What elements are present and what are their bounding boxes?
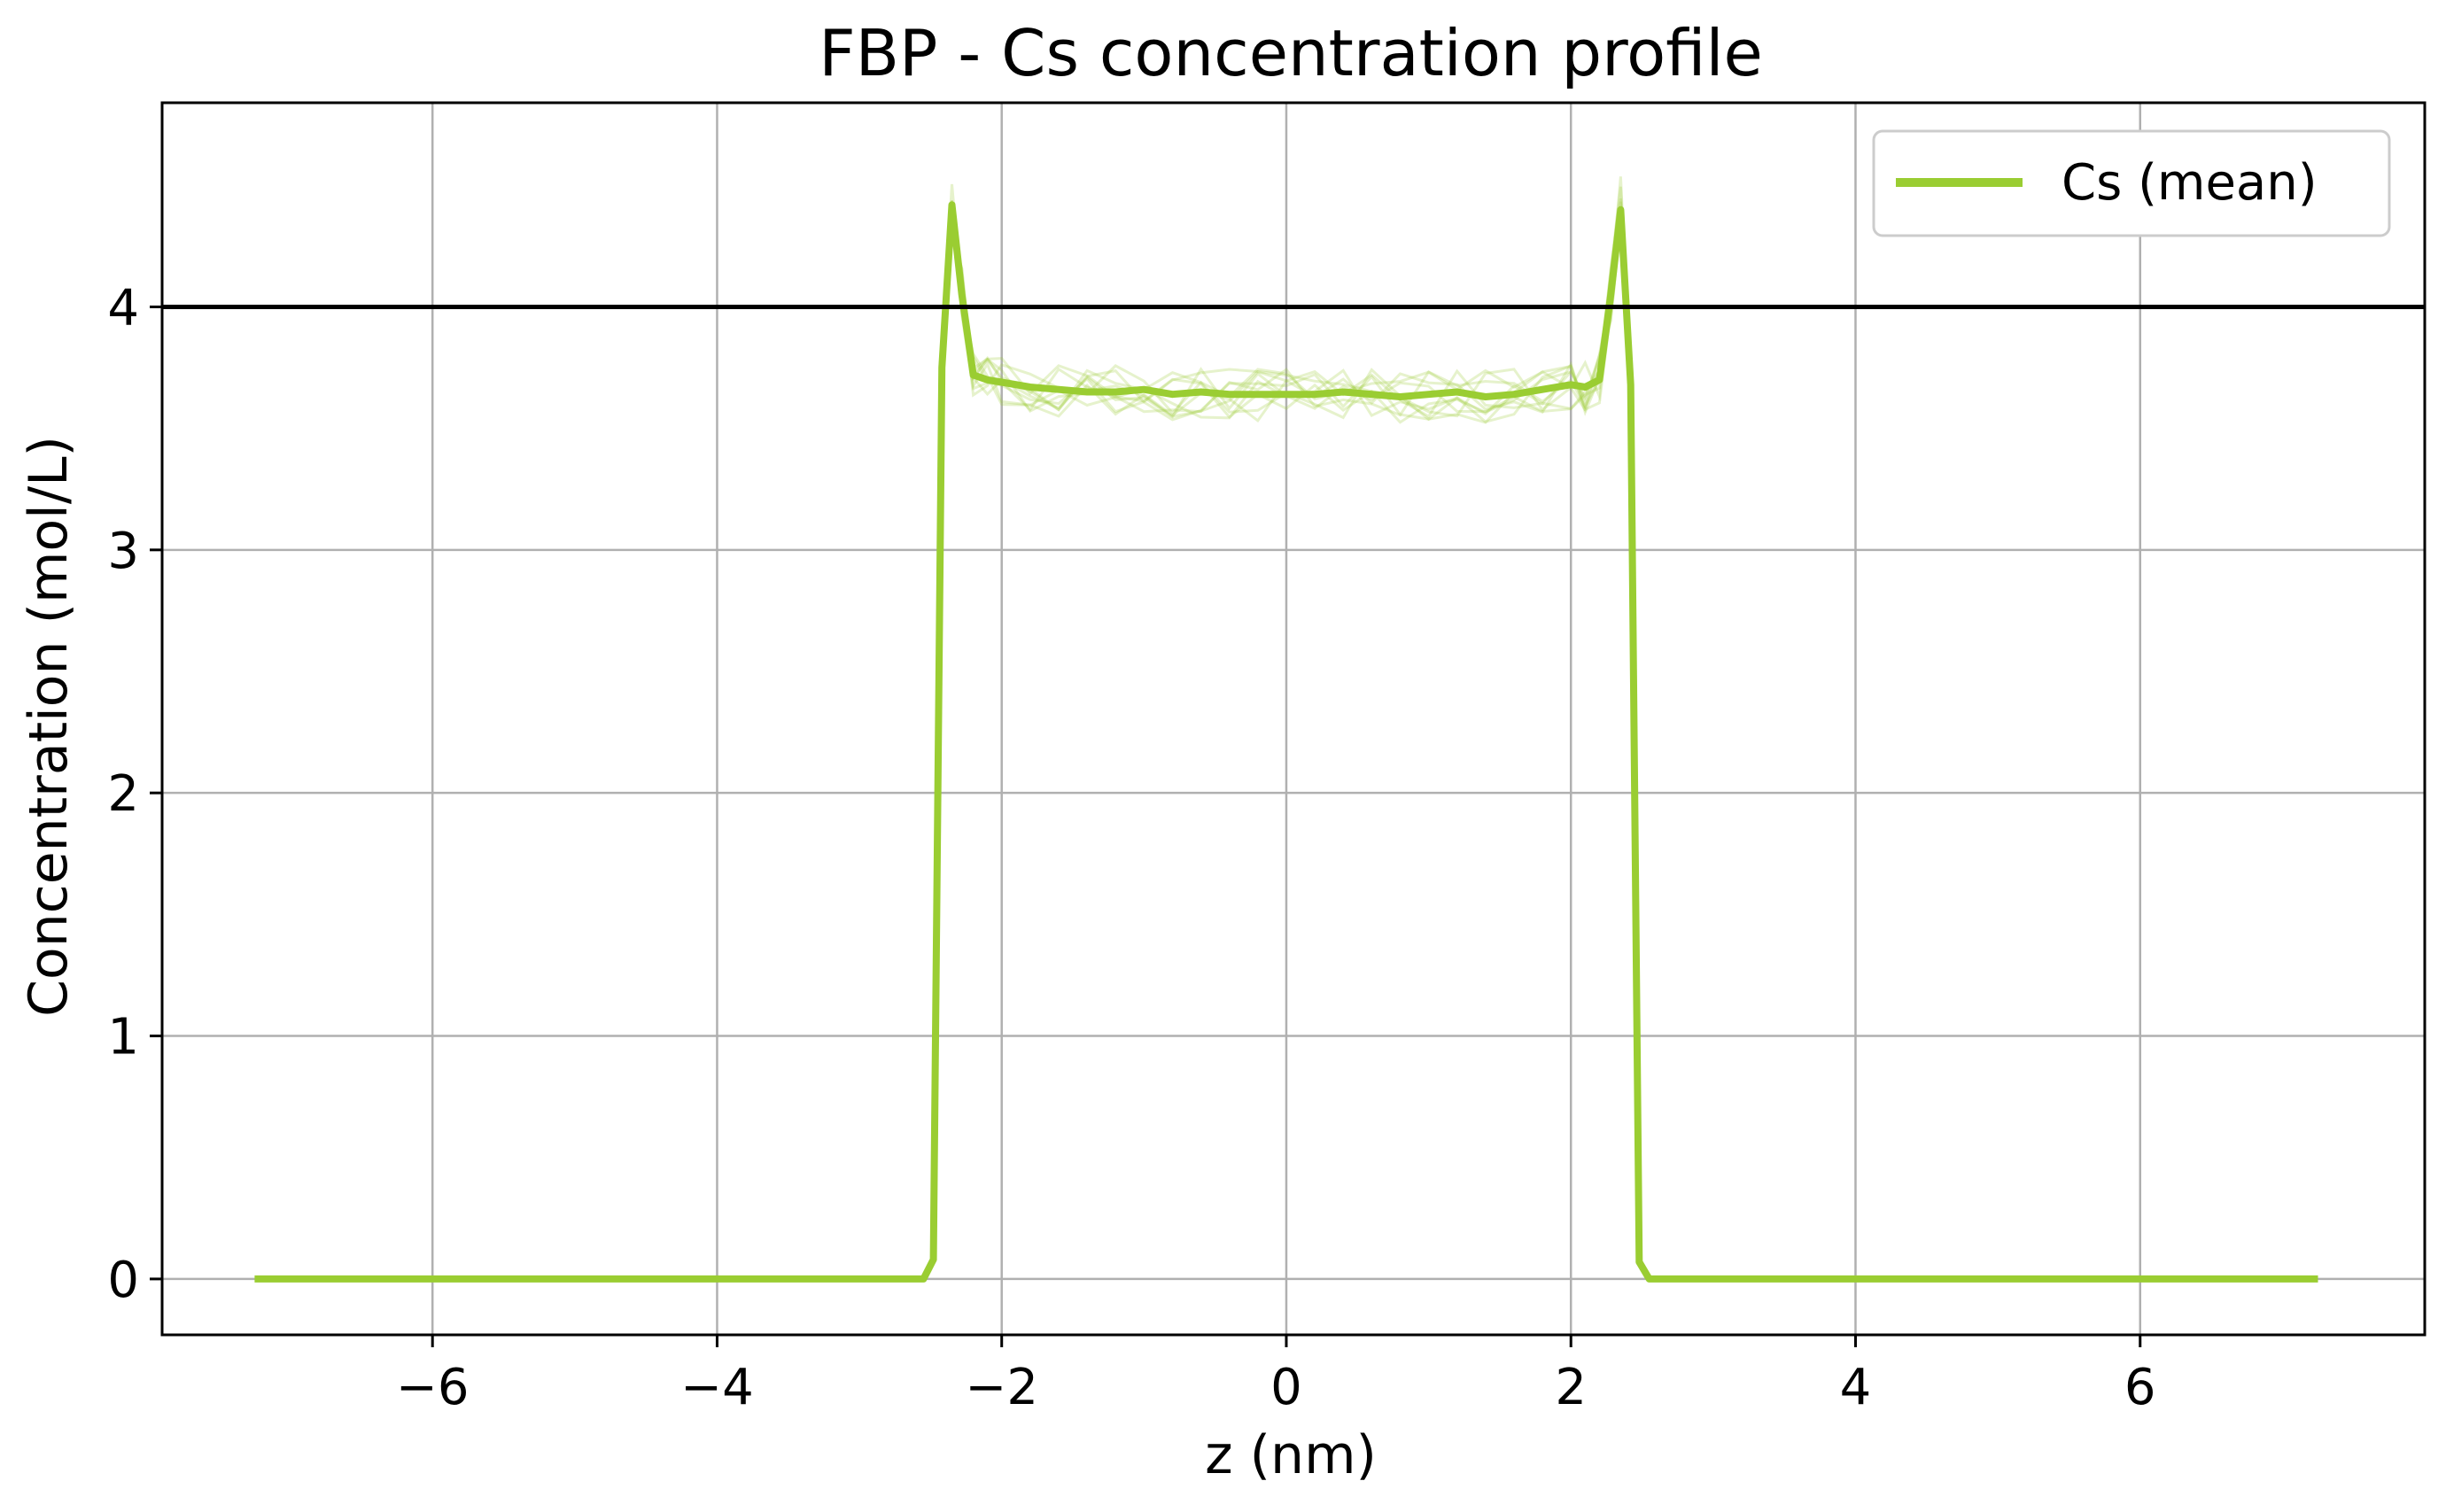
legend-entry-label: Cs (mean) [2062,154,2318,212]
y-axis-ticks: 0 1 2 3 4 [107,279,162,1309]
x-tick-label: −4 [680,1359,754,1416]
x-tick-label: −6 [396,1359,470,1416]
y-tick-label: 4 [107,279,139,337]
legend-box [1872,129,2391,237]
legend: Cs (mean) [1872,129,2391,237]
x-axis-label: z (nm) [1205,1424,1377,1486]
x-tick-label: 2 [1555,1359,1587,1416]
series-line-cs-mean [254,201,2318,1283]
chart-title: FBP - Cs concentration profile [819,16,1763,90]
series-layer [254,201,2318,1283]
replicate-trace [940,186,1633,419]
x-tick-label: 6 [2124,1359,2156,1416]
grid [162,103,2425,1335]
replicate-trace [940,214,1633,423]
x-tick-label: 0 [1270,1359,1302,1416]
plot-frame [160,101,2427,1337]
replicate-trace [940,225,1633,424]
replicate-trace [940,201,1633,417]
y-tick-label: 3 [107,523,139,580]
y-tick-label: 0 [107,1252,139,1309]
y-tick-label: 2 [107,765,139,823]
x-axis-ticks: −6 −4 −2 0 2 4 6 [396,1335,2156,1416]
x-tick-label: 4 [1840,1359,1872,1416]
y-axis-label: Concentration (mol/L) [18,436,80,1017]
y-tick-label: 1 [107,1009,139,1066]
x-tick-label: −2 [965,1359,1038,1416]
